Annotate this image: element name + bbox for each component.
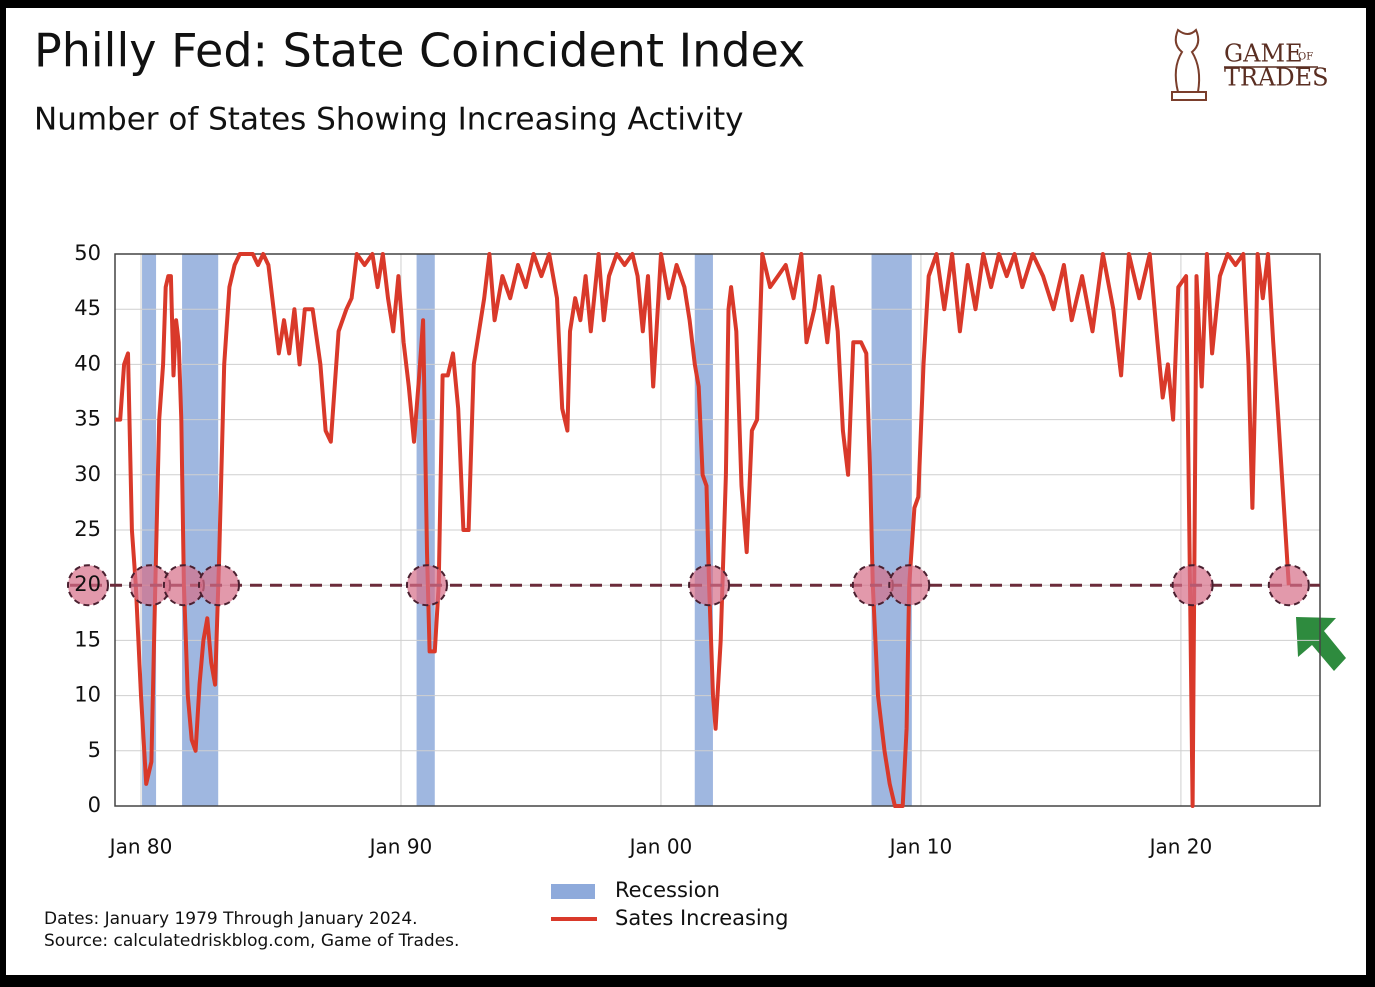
y-tick-label: 35 [74,407,101,431]
arrow [1296,617,1346,671]
x-tick-label: Jan 80 [108,835,173,859]
y-tick-label: 50 [74,241,101,265]
chart-title: Philly Fed: State Coincident Index [34,24,805,78]
highlight-circle [851,564,894,607]
x-tick-label: Jan 90 [368,835,433,859]
y-tick-label: 15 [74,627,101,651]
footnote: Dates: January 1979 Through January 2024… [44,909,418,929]
data-line [115,252,1291,808]
legend-swatch [551,884,595,899]
legend-label: Sates Increasing [615,906,788,930]
y-tick-label: 0 [88,793,101,817]
y-tick-label: 45 [74,296,101,320]
logo-text: OF [1298,52,1313,63]
x-tick-label: Jan 10 [888,835,953,859]
highlight-circle [405,564,448,607]
highlight-circle [1171,564,1214,607]
y-tick-label: 20 [74,572,101,596]
chart-subtitle: Number of States Showing Increasing Acti… [34,102,743,138]
highlight-circle [888,564,931,607]
y-tick-label: 40 [74,351,101,375]
highlight-circle [197,564,240,607]
highlight-circle [1267,564,1310,607]
y-tick-label: 10 [74,683,101,707]
y-tick-label: 30 [74,462,101,486]
logo: GAME OF TRADES [1171,28,1329,101]
y-tick-label: 5 [88,738,101,762]
logo-icon [1171,28,1207,101]
x-tick-label: Jan 00 [628,835,693,859]
y-tick-label: 25 [74,517,101,541]
tick-highlight [67,564,109,607]
background [6,8,1366,975]
legend-label: Recession [615,878,720,902]
highlight-circle [162,564,205,607]
highlight-circle [688,564,731,607]
x-tick-label: Jan 20 [1148,835,1213,859]
plot-frame [114,253,1321,807]
footnote: Source: calculatedriskblog.com, Game of … [44,931,459,951]
logo-text: TRADES [1224,64,1329,92]
logo-text: GAME [1224,40,1303,68]
